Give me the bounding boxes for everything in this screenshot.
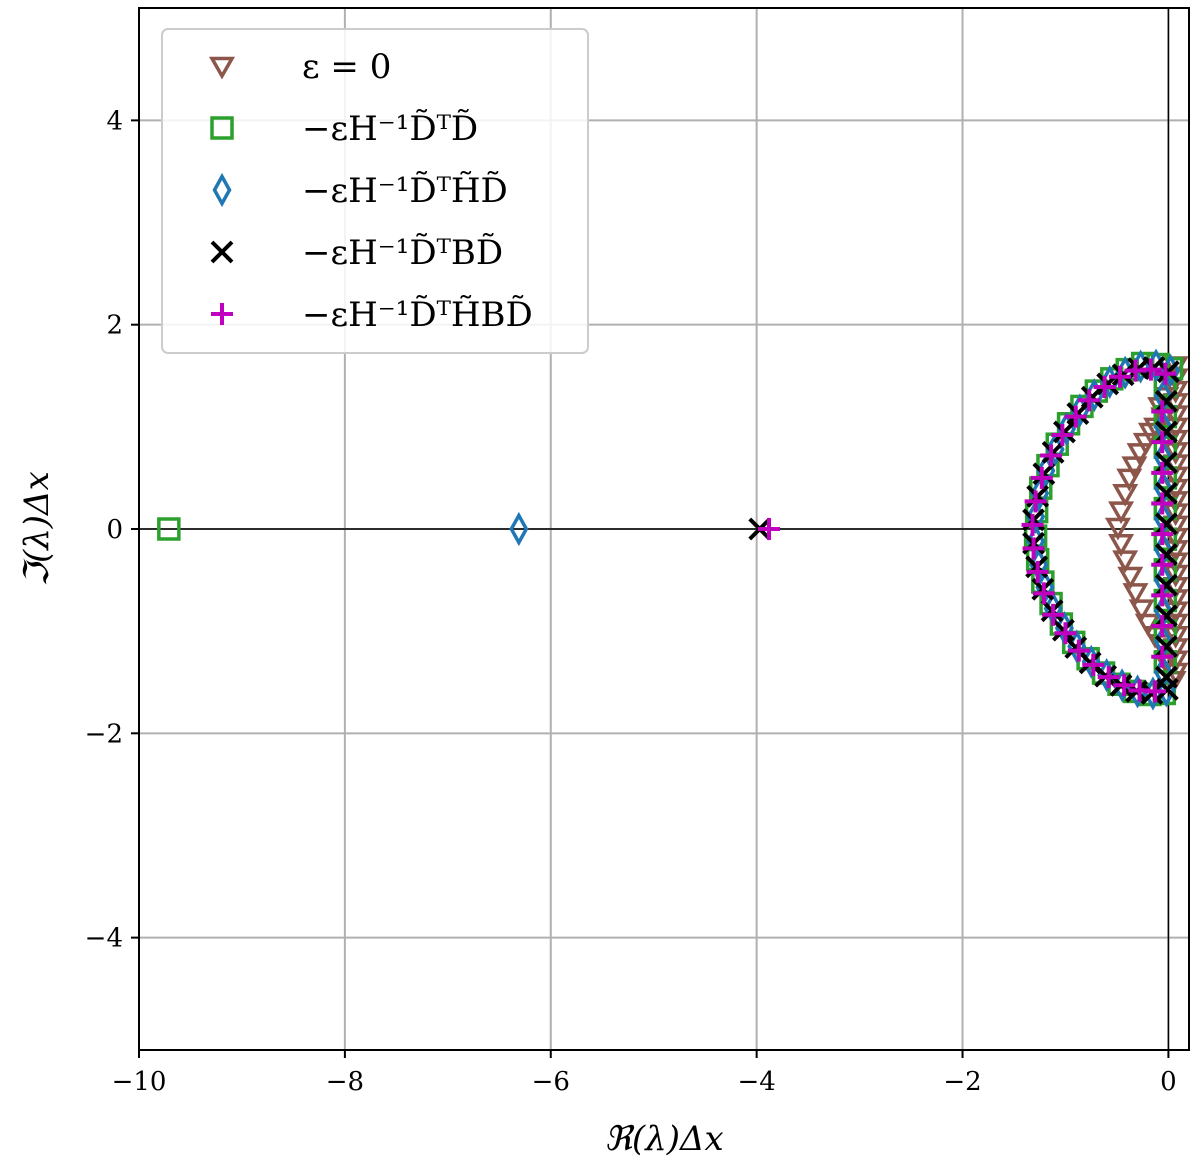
data-point xyxy=(1122,583,1149,606)
data-point xyxy=(1151,645,1174,668)
data-point xyxy=(1032,462,1056,486)
x-tick-label: −8 xyxy=(326,1067,364,1097)
data-point xyxy=(1154,543,1178,566)
data-point xyxy=(1093,376,1116,399)
axis-ticks: −10 −8 −6 −4 −2 0 −4 −2 0 2 4 xyxy=(85,106,1177,1097)
data-point xyxy=(1151,523,1174,546)
data-point xyxy=(1082,653,1105,676)
legend-marker xyxy=(212,172,232,208)
data-point xyxy=(1066,402,1090,425)
data-point xyxy=(1021,513,1044,536)
data-point xyxy=(1024,490,1047,513)
legend-marker xyxy=(210,240,234,264)
data-point xyxy=(1051,424,1074,447)
data-point xyxy=(1112,483,1139,507)
data-point xyxy=(1111,363,1135,387)
data-point xyxy=(1151,615,1174,638)
data-point xyxy=(1067,639,1090,662)
data-point xyxy=(1054,622,1077,645)
data-point xyxy=(1151,584,1174,607)
legend-label: −εH⁻¹D̃ᵀH̃BD̃ xyxy=(302,295,533,335)
data-point xyxy=(1097,666,1120,689)
y-tick-label: −4 xyxy=(85,924,123,954)
series-4-points xyxy=(758,358,1177,703)
y-tick-label: 4 xyxy=(106,106,123,136)
legend-label: −εH⁻¹D̃ᵀH̃D̃ xyxy=(302,171,508,211)
data-point xyxy=(1151,461,1174,484)
y-tick-label: −2 xyxy=(85,719,123,749)
data-points xyxy=(157,348,1189,711)
y-tick-label: 2 xyxy=(106,311,123,341)
data-point xyxy=(1053,420,1076,444)
x-tick-label: −6 xyxy=(532,1067,570,1097)
data-point xyxy=(1156,360,1180,384)
data-point xyxy=(1113,674,1136,697)
x-axis-label: ℜ(λ)Δx xyxy=(604,1119,723,1159)
data-point xyxy=(1151,553,1174,576)
legend-entry: −εH⁻¹D̃ᵀH̃D̃ xyxy=(212,171,508,211)
legend-entry: −εH⁻¹D̃ᵀBD̃ xyxy=(210,233,503,273)
legend-marker xyxy=(211,303,233,325)
data-point xyxy=(1154,665,1178,689)
data-point xyxy=(1112,550,1139,574)
data-point xyxy=(1126,443,1153,466)
data-point xyxy=(1064,405,1087,428)
legend-label: −εH⁻¹D̃ᵀD̃ xyxy=(302,109,478,149)
series-3-points xyxy=(748,356,1180,705)
data-point xyxy=(1151,492,1174,515)
data-point xyxy=(1154,635,1178,658)
data-point xyxy=(1154,512,1178,536)
data-point xyxy=(1026,560,1049,583)
data-point xyxy=(1078,389,1101,412)
data-point xyxy=(1104,517,1131,541)
y-axis-label: ℑ(λ)Δx xyxy=(17,471,57,587)
legend-label: ε = 0 xyxy=(302,47,391,87)
x-tick-label: −4 xyxy=(737,1067,775,1097)
data-point xyxy=(1108,501,1135,525)
data-point xyxy=(1041,440,1065,464)
data-point xyxy=(1154,389,1178,413)
data-point xyxy=(1032,582,1055,605)
y-tick-label: 0 xyxy=(106,515,123,545)
x-tick-label: 0 xyxy=(1160,1067,1177,1097)
data-point xyxy=(1051,618,1075,642)
data-point xyxy=(1116,468,1143,492)
data-point xyxy=(1151,431,1174,454)
data-point xyxy=(1154,451,1178,475)
x-tick-label: −2 xyxy=(943,1067,981,1097)
x-tick-label: −10 xyxy=(112,1067,167,1097)
data-point xyxy=(1117,566,1144,590)
data-point xyxy=(1127,357,1150,381)
data-point xyxy=(1154,481,1178,505)
data-point xyxy=(1154,604,1178,628)
legend-box xyxy=(161,28,589,354)
legend-label: −εH⁻¹D̃ᵀBD̃ xyxy=(302,233,503,273)
data-point xyxy=(1040,444,1063,467)
data-point xyxy=(509,511,529,547)
legend-entry: −εH⁻¹D̃ᵀD̃ xyxy=(210,109,478,149)
data-point xyxy=(157,517,181,541)
legend-marker xyxy=(210,116,234,140)
data-point xyxy=(758,518,780,540)
legend-entry: −εH⁻¹D̃ᵀH̃BD̃ xyxy=(211,295,533,335)
data-point xyxy=(1154,573,1178,597)
data-point xyxy=(1154,362,1177,385)
data-point xyxy=(1154,420,1178,444)
legend: ε = 0 −εH⁻¹D̃ᵀD̃ −εH⁻¹D̃ᵀH̃D̃ −εH⁻¹D̃ᵀBD̃ −ε… xyxy=(161,28,589,354)
data-point xyxy=(1128,599,1155,623)
data-point xyxy=(1030,466,1053,489)
data-point xyxy=(1121,456,1148,480)
data-point xyxy=(1151,400,1174,423)
data-point xyxy=(1022,537,1045,560)
data-point xyxy=(1109,365,1132,388)
legend-marker xyxy=(208,56,236,80)
data-point xyxy=(1144,680,1167,703)
data-point xyxy=(1042,603,1065,626)
data-point xyxy=(1108,534,1135,557)
data-point xyxy=(1124,359,1147,382)
legend-entry: ε = 0 xyxy=(208,47,391,87)
